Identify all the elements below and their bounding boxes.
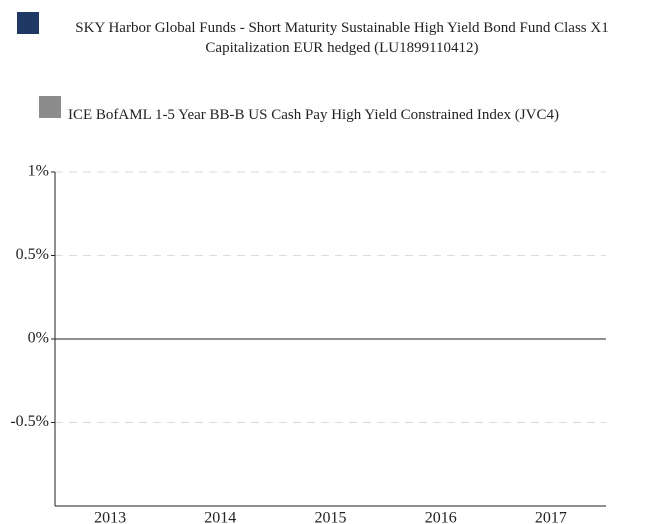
y-tick-label: 0% xyxy=(28,330,49,347)
legend-entry: SKY Harbor Global Funds - Short Maturity… xyxy=(75,20,609,56)
x-tick-label: 2015 xyxy=(315,510,347,524)
x-tick-label: 2013 xyxy=(94,510,126,524)
legend-swatch xyxy=(17,12,39,34)
x-tick-label: 2016 xyxy=(425,510,457,524)
y-tick-label: 0.5% xyxy=(16,246,49,263)
x-tick-label: 2014 xyxy=(204,510,236,524)
y-tick-label: 1% xyxy=(28,163,49,180)
y-tick-label: -0.5% xyxy=(10,413,49,430)
legend-swatch xyxy=(39,96,61,118)
legend-entry: ICE BofAML 1-5 Year BB-B US Cash Pay Hig… xyxy=(68,107,559,123)
x-tick-label: 2017 xyxy=(535,510,567,524)
